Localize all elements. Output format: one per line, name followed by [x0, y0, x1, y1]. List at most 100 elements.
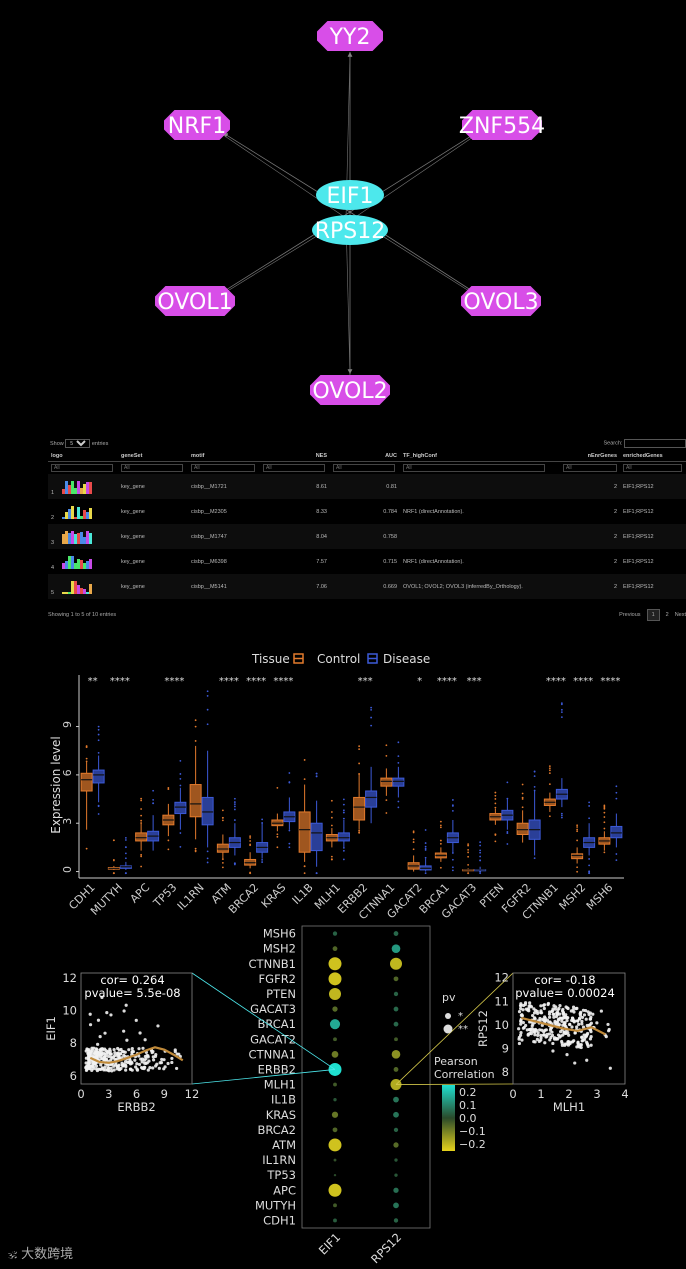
sig-mark-msh2: **** [573, 676, 593, 687]
dot-eif1-apc [328, 1183, 342, 1197]
col-header-motif[interactable]: motif [188, 450, 260, 462]
table-row[interactable]: 4 key_gene cisbp__M6398 7.57 0.715 NRF1 (dire… [48, 549, 686, 574]
filter-input-motif[interactable] [191, 464, 256, 472]
tf-node-ovol1[interactable]: OVOL1 [155, 286, 235, 316]
cell-nenrgenes: 2 [560, 524, 620, 549]
table-row[interactable]: 3 key_gene cisbp__M1747 8.04 0.758 2 EIF1;RPS1… [48, 524, 686, 549]
trend-line [521, 1016, 606, 1036]
dot-rps12-brca1 [393, 1021, 399, 1027]
tf-node-ovol2[interactable]: OVOL2 [310, 375, 390, 405]
sig-mark-kras: **** [273, 676, 293, 687]
scatter-pvalue-annotation: pvalue= 0.00024 [515, 986, 615, 1000]
filter-input-nes[interactable] [263, 464, 326, 472]
box-control-atm [216, 809, 229, 869]
motif-enrichment-table: Show 5 entries Search: logo geneSet motif N… [48, 436, 686, 626]
show-label: Show [50, 441, 64, 447]
dotplot-y-label-tp53: TP53 [266, 1168, 296, 1182]
col-header-geneset[interactable]: geneSet [118, 450, 188, 462]
dotplot-y-label-gacat2: GACAT2 [250, 1032, 296, 1046]
col-header-tf_highconf[interactable]: TF_highConf [400, 450, 560, 462]
dot-rps12-fgfr2 [393, 976, 399, 982]
dot-rps12-msh6 [393, 931, 399, 936]
cell-motif: cisbp__M5141 [188, 574, 260, 599]
box-control-kras [271, 786, 284, 849]
dotplot-x-label-eif1: EIF1 [316, 1230, 343, 1257]
dot-eif1-cdh1 [333, 1218, 337, 1223]
table-row[interactable]: 1 key_gene cisbp__M1721 8.61 0.81 2 EIF1;RPS12 [48, 474, 686, 499]
dotplot-y-label-brca2: BRCA2 [257, 1123, 296, 1137]
cell-motif: cisbp__M6398 [191, 558, 227, 565]
svg-text:YY2: YY2 [329, 25, 371, 50]
tf-node-nrf1[interactable]: NRF1 [164, 110, 230, 140]
filter-input-enrichedgenes[interactable] [623, 464, 682, 472]
cell-geneset: key_gene [121, 508, 145, 515]
x-tick-label-il1rn: IL1RN [175, 881, 207, 913]
pv-legend-title: pv [442, 991, 456, 1004]
tf-node-znf554[interactable]: ZNF554 [459, 110, 545, 140]
svg-text:ZNF554: ZNF554 [459, 114, 545, 139]
scatter-pvalue-annotation: pvalue= 5.5e-08 [84, 986, 180, 1000]
y-tick-label: 9 [61, 721, 74, 728]
filter-input-logo[interactable] [51, 464, 114, 472]
table-row[interactable]: 2 key_gene cisbp__M2305 8.33 0.784 NRF1 (dire… [48, 499, 686, 524]
dot-eif1-brca1 [329, 1019, 341, 1030]
cell-nes: 8.04 [260, 524, 330, 549]
watermark-text: 大数跨境 [21, 1247, 74, 1262]
box-disease-brca1 [446, 799, 459, 872]
hub-node-rps12[interactable]: RPS12 [312, 215, 388, 245]
box-control-gacat3 [462, 843, 475, 875]
cell-nenrgenes: 2 [560, 474, 620, 499]
col-header-nenrgenes[interactable]: nEnrGenes [560, 450, 620, 462]
dot-eif1-brca2 [332, 1127, 338, 1133]
correlation-panel: MSH6MSH2CTNNB1FGFR2PTENGACAT3BRCA1GACAT2… [44, 925, 629, 1266]
dotplot-y-label-fgfr2: FGFR2 [259, 972, 296, 986]
y-tick-label: 6 [61, 769, 74, 776]
scatter-y-tick: 12 [494, 971, 509, 985]
scatter-x-tick: 2 [565, 1087, 572, 1101]
scatter-x-tick: 12 [185, 1087, 200, 1101]
pv-legend-label-2: ** [458, 1024, 468, 1035]
filter-input-tf_highconf[interactable] [403, 464, 545, 472]
pv-legend-label-1: * [458, 1011, 463, 1022]
tf-node-yy2[interactable]: YY2 [317, 21, 383, 51]
table-row[interactable]: 5 key_gene cisbp__M5141 7.06 0.669 OVOL1; OVO… [48, 574, 686, 599]
dotplot-y-label-il1rn: IL1RN [262, 1153, 296, 1167]
scatter-frame [512, 972, 626, 1085]
corr-tick-label: 0.2 [459, 1086, 477, 1099]
scatter-x-tick: 3 [105, 1087, 112, 1101]
tf-node-ovol3[interactable]: OVOL3 [461, 286, 541, 316]
cell-motif: cisbp__M2305 [191, 508, 227, 515]
correlation-dotplot: MSH6MSH2CTNNB1FGFR2PTENGACAT3BRCA1GACAT2… [249, 925, 431, 1266]
filter-input-geneset[interactable] [121, 464, 184, 472]
col-header-auc[interactable]: AUC [330, 450, 400, 462]
page-1-button[interactable]: 1 [646, 609, 660, 621]
motif-logo-image [62, 578, 93, 594]
box-disease-tp53 [174, 759, 187, 848]
dotplot-y-label-mlh1: MLH1 [264, 1078, 296, 1092]
page-2-button[interactable]: 2 [665, 612, 669, 618]
legend-label-control: Control [317, 652, 360, 666]
cell-nes: 8.61 [260, 474, 330, 499]
filter-input-nenrgenes[interactable] [563, 464, 617, 472]
x-tick-label-tp53: TP53 [150, 881, 179, 910]
col-header-nes[interactable]: NES [260, 450, 330, 462]
box-disease-ctnnb1 [555, 702, 568, 819]
dot-rps12-gacat3 [393, 1006, 399, 1012]
entries-select[interactable]: 5 [65, 439, 91, 448]
previous-page-button[interactable]: Previous [619, 612, 641, 618]
col-header-logo[interactable]: logo [48, 450, 118, 462]
svg-text:OVOL1: OVOL1 [157, 290, 232, 315]
scatter-x-label: MLH1 [553, 1100, 585, 1114]
x-tick-label-brca2: BRCA2 [226, 881, 261, 916]
corr-tick-label: 0.0 [459, 1112, 477, 1125]
dotplot-frame [301, 925, 431, 1229]
search-input[interactable] [624, 439, 686, 448]
corr-tick-label: −0.1 [459, 1125, 486, 1138]
hub-node-eif1[interactable]: EIF1 [316, 180, 384, 210]
next-page-button[interactable]: Next [674, 612, 686, 618]
col-header-enrichedgenes[interactable]: enrichedGenes [620, 450, 686, 462]
filter-input-auc[interactable] [333, 464, 396, 472]
scatter-cor-annotation: cor= 0.264 [100, 973, 164, 987]
y-axis-label: Expression level [49, 736, 63, 834]
